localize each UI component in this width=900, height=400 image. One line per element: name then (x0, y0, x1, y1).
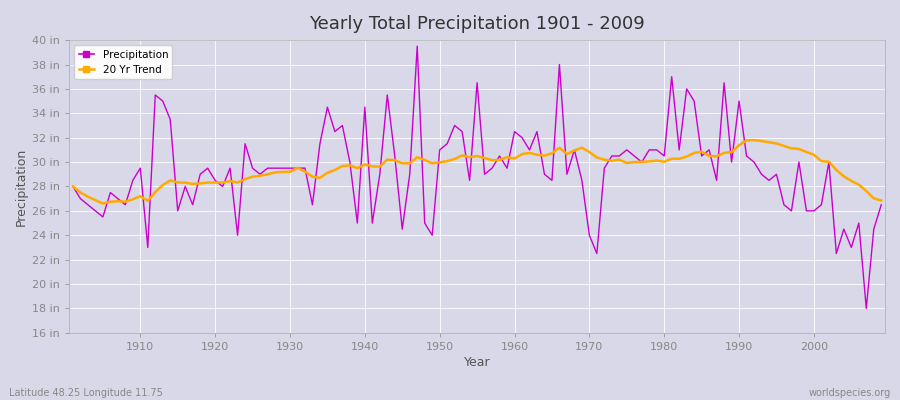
Legend: Precipitation, 20 Yr Trend: Precipitation, 20 Yr Trend (75, 45, 172, 79)
Y-axis label: Precipitation: Precipitation (15, 147, 28, 226)
X-axis label: Year: Year (464, 356, 490, 369)
Text: Latitude 48.25 Longitude 11.75: Latitude 48.25 Longitude 11.75 (9, 388, 163, 398)
Text: worldspecies.org: worldspecies.org (809, 388, 891, 398)
Title: Yearly Total Precipitation 1901 - 2009: Yearly Total Precipitation 1901 - 2009 (310, 15, 645, 33)
